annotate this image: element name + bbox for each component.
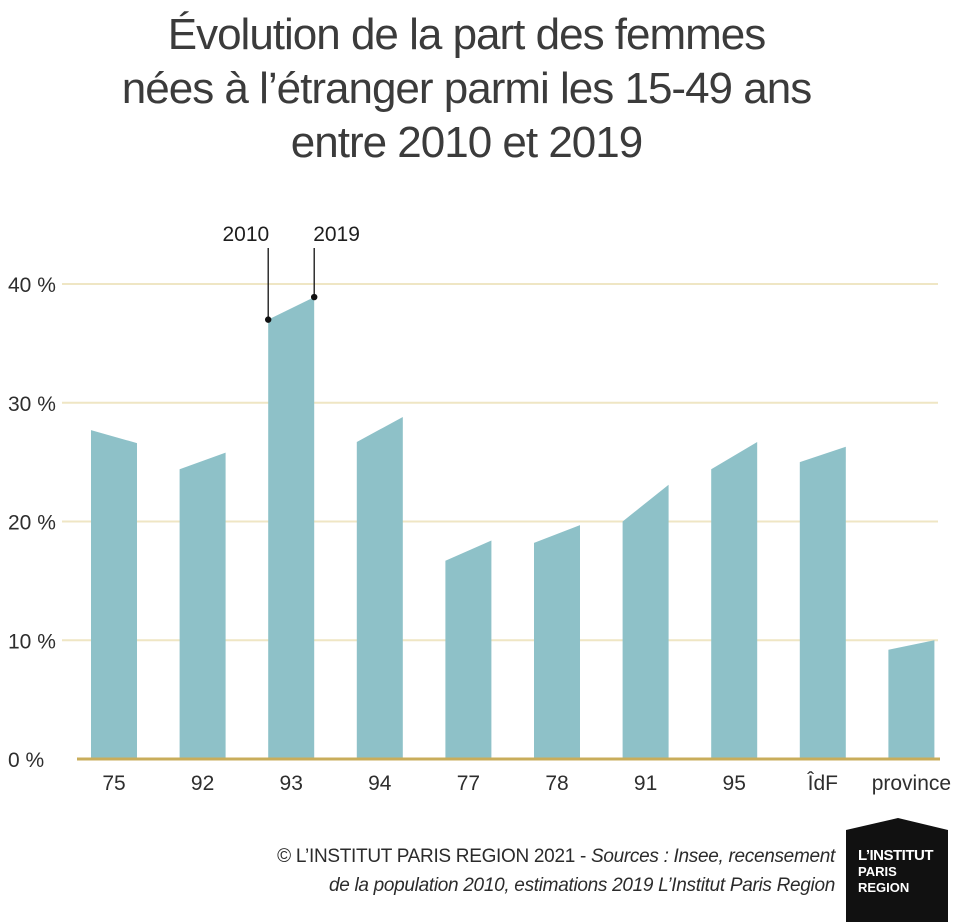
bar-78 — [534, 525, 580, 759]
annotation-label-2010: 2010 — [222, 223, 269, 246]
title-line-1: Évolution de la part des femmes — [167, 10, 767, 59]
x-tick-label: 93 — [280, 772, 303, 795]
x-tick-label: province — [872, 772, 951, 795]
x-tick-label: 75 — [102, 772, 125, 795]
bar-93 — [268, 297, 315, 759]
footer-source: © L’INSTITUT PARIS REGION 2021 - Sources… — [277, 842, 835, 900]
x-tick-label: 77 — [457, 772, 480, 795]
y-tick-label: 10 % — [8, 630, 56, 653]
bar-75 — [91, 430, 137, 759]
annotation-label-2019: 2019 — [313, 223, 360, 246]
logo-line-1: L’INSTITUT — [858, 847, 934, 864]
x-tick-label: 91 — [634, 772, 657, 795]
bar-77 — [445, 540, 492, 759]
annotation-dot-2010 — [265, 316, 272, 323]
bars-layer — [91, 297, 935, 759]
chart-title: Évolution de la part des femmes nées à l… — [0, 8, 933, 170]
institut-logo — [846, 818, 948, 922]
footer-sources-2: de la population 2010, estimations 2019 … — [328, 875, 835, 896]
annotation-dot-2019 — [311, 293, 318, 301]
x-tick-label: 78 — [545, 772, 568, 795]
bar-94 — [356, 417, 403, 759]
bar-province — [888, 640, 935, 759]
bar-91 — [622, 484, 669, 759]
bar-92 — [179, 452, 226, 759]
footer-line-1: © L’INSTITUT PARIS REGION 2021 - Sources… — [277, 842, 835, 871]
logo-shape — [846, 818, 948, 922]
x-tick-label: 92 — [191, 772, 214, 795]
x-tick-label: 95 — [723, 772, 746, 795]
footer-sources-1: Sources : Insee, recensement — [590, 846, 835, 867]
x-tick-label: ÎdF — [807, 772, 838, 795]
logo-line-2: PARIS — [858, 864, 897, 879]
y-tick-label: 0 % — [8, 749, 44, 772]
x-tick-label: 94 — [368, 772, 392, 795]
title-line-3: entre 2010 et 2019 — [290, 118, 643, 167]
y-tick-label: 20 % — [8, 512, 56, 535]
logo-text: L’INSTITUT PARIS REGION — [858, 847, 934, 896]
y-tick-label: 40 % — [8, 274, 56, 297]
logo-line-3: REGION — [858, 880, 910, 895]
labels-layer: 0 % 10 % 20 % 30 % 40 % 75 92 93 94 77 78 91 95 ÎdF pr… — [8, 274, 951, 795]
bar-ÎdF — [799, 446, 846, 759]
bar-95 — [711, 441, 758, 759]
footer-credit: © L’INSTITUT PARIS REGION 2021 - — [277, 846, 591, 867]
annotation-layer: 2010 2019 — [222, 223, 360, 323]
title-line-2: nées à l’étranger parmi les 15-49 ans — [121, 64, 812, 113]
y-tick-label: 30 % — [8, 393, 56, 416]
